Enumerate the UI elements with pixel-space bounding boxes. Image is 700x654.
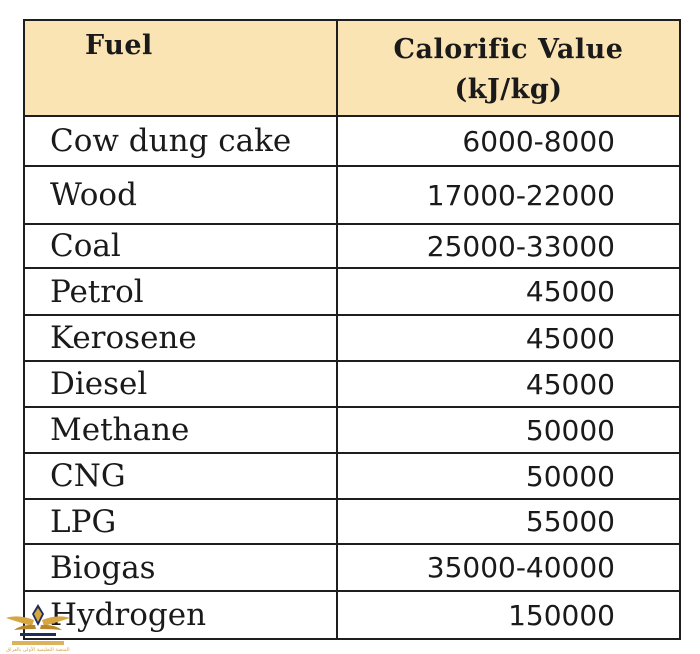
fuel-name-cell: Diesel (25, 362, 338, 408)
calorific-value-cell: 17000-22000 (338, 167, 679, 225)
calorific-value-cell: 55000 (338, 500, 679, 545)
header-fuel: Fuel (25, 21, 338, 117)
calorific-value-table: Fuel Calorific Value (kJ/kg) Cow dung ca… (23, 19, 681, 640)
fuel-name-cell: Petrol (25, 269, 338, 316)
winged-emblem-icon: المنصة التعليمية الأولى بالعراق (6, 604, 70, 652)
calorific-value-cell: 35000-40000 (338, 545, 679, 592)
header-calorific-value-title: Calorific Value (393, 34, 624, 65)
header-calorific-value-unit: (kJ/kg) (454, 74, 563, 105)
calorific-value-cell: 6000-8000 (338, 117, 679, 167)
calorific-value-cell: 45000 (338, 316, 679, 362)
fuel-name-cell: Hydrogen (25, 592, 338, 638)
calorific-value-cell: 50000 (338, 408, 679, 454)
watermark-text: المنصة التعليمية الأولى بالعراق (6, 645, 69, 652)
fuel-name-cell: Cow dung cake (25, 117, 338, 167)
fuel-name-cell: Wood (25, 167, 338, 225)
fuel-name-cell: Coal (25, 225, 338, 269)
header-calorific-value: Calorific Value (kJ/kg) (338, 21, 679, 117)
fuel-name-cell: CNG (25, 454, 338, 500)
calorific-value-cell: 25000-33000 (338, 225, 679, 269)
calorific-value-cell: 150000 (508, 598, 615, 632)
fuel-name-cell: Methane (25, 408, 338, 454)
calorific-value-cell: 45000 (338, 362, 679, 408)
calorific-value-cell: 45000 (338, 269, 679, 316)
calorific-value-cell: 50000 (338, 454, 679, 500)
fuel-name-cell: Kerosene (25, 316, 338, 362)
fuel-name-cell: LPG (25, 500, 338, 545)
fuel-name-cell: Biogas (25, 545, 338, 592)
